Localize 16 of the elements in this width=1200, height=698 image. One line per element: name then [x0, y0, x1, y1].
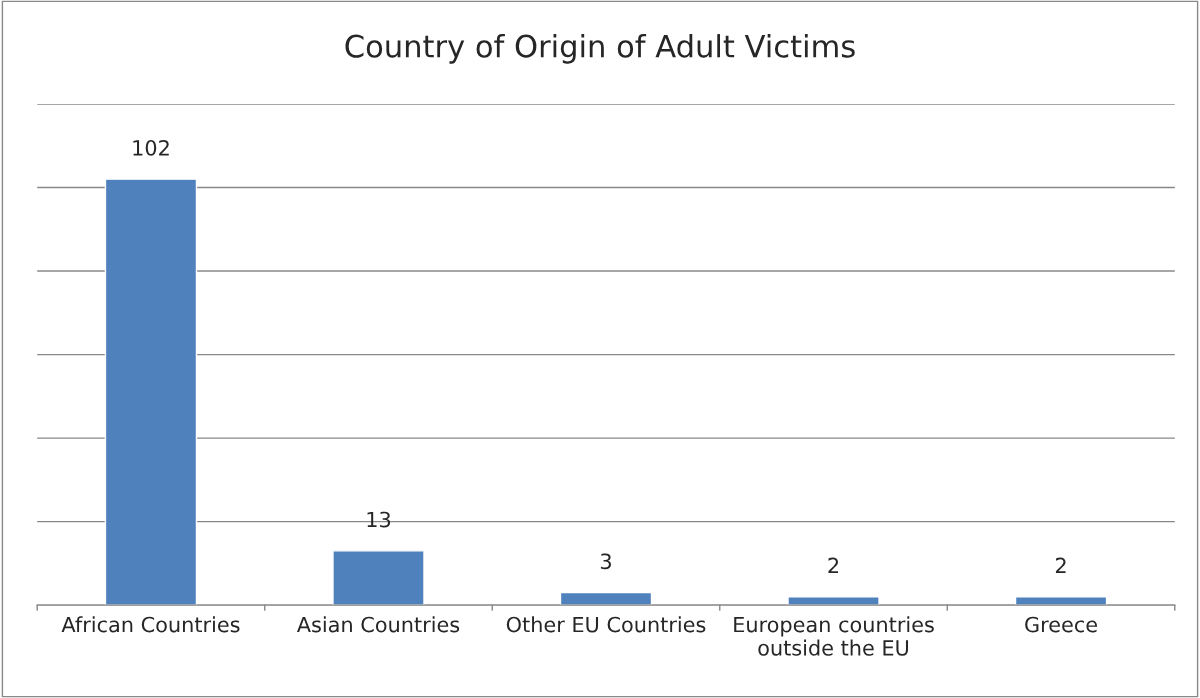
chart-title: Country of Origin of Adult Victims: [345, 34, 855, 64]
data-label: 2: [1055, 557, 1066, 574]
x-tick-label: European countries outside the EU: [734, 616, 934, 656]
bar: [1014, 596, 1108, 606]
bar: [104, 178, 198, 606]
x-tick-label: Asian Countries: [296, 616, 460, 633]
x-tick-label: Other EU Countries: [506, 616, 706, 633]
x-tick-label: African Countries: [61, 616, 240, 633]
x-tick-label: Greece: [1025, 616, 1097, 633]
bar: [559, 591, 653, 606]
data-label: 2: [828, 557, 839, 574]
bar: [332, 550, 425, 606]
data-label: 13: [367, 511, 391, 528]
bar: [787, 596, 880, 606]
data-label: 102: [133, 139, 169, 156]
data-label: 3: [600, 553, 611, 570]
